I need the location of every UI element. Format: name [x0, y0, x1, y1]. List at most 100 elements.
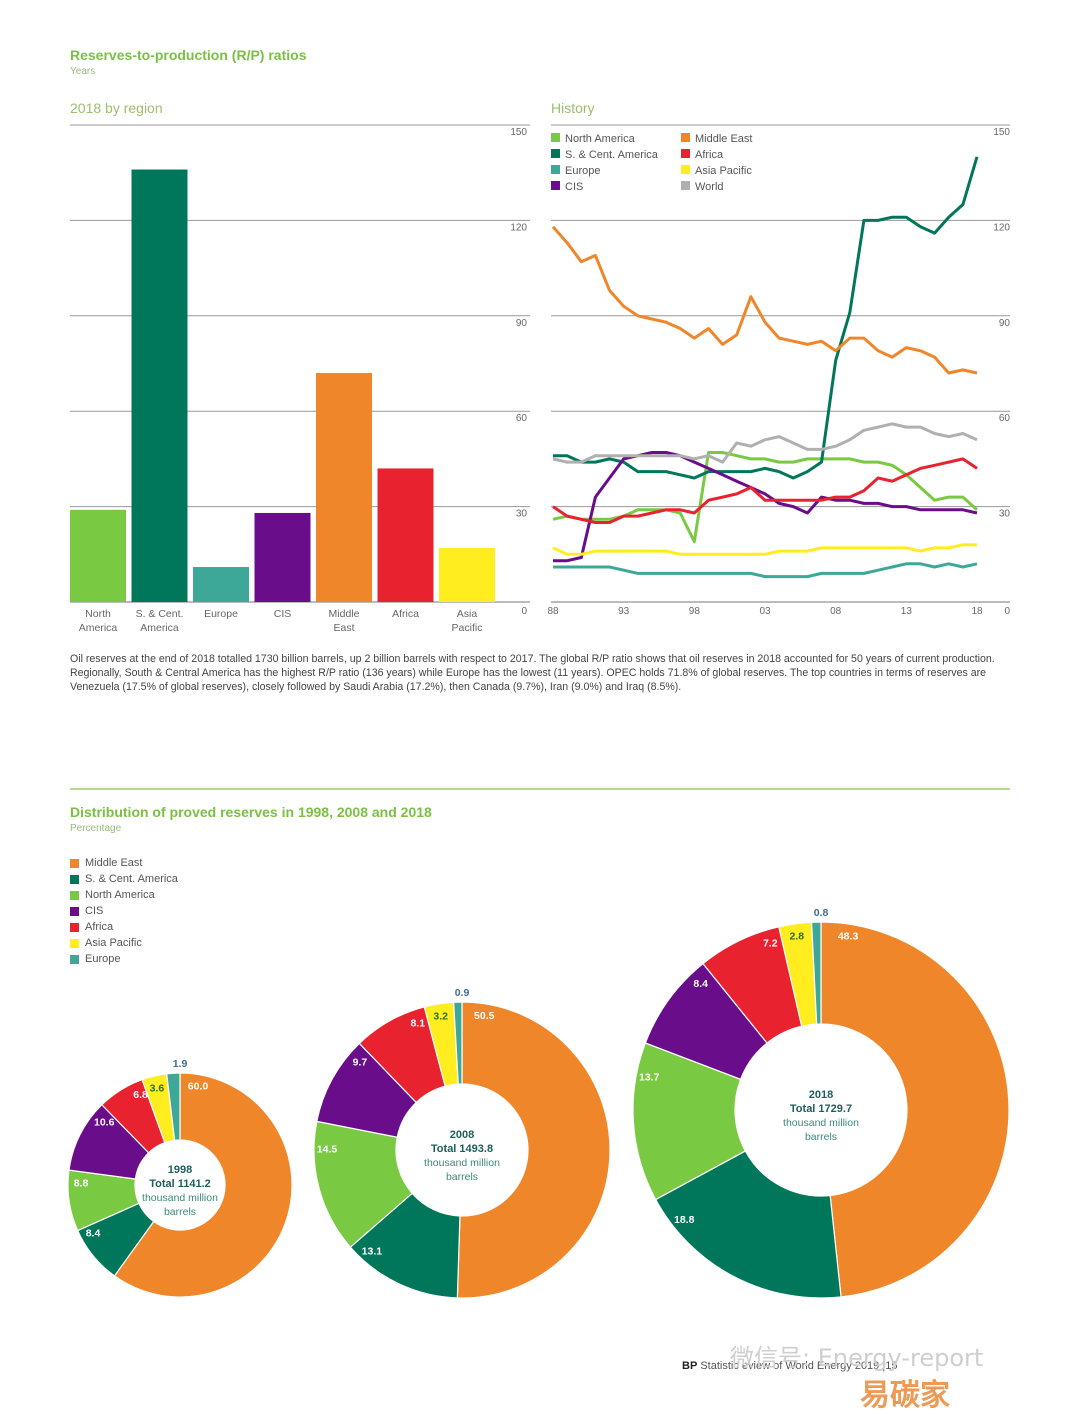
footer-brand: BP	[682, 1360, 698, 1372]
donut-legend-swatch	[70, 954, 79, 964]
bar	[193, 567, 249, 602]
donut-center-year: 2008	[450, 1129, 474, 1141]
donut-slice-label: 60.0	[188, 1081, 209, 1093]
donut-1998: 60.0 8.4 8.8 10.6 6.83.6 1.9 1998 Total 1141.2 t…	[67, 1058, 293, 1298]
footer-text2: eview of World Energy 2019	[741, 1360, 880, 1372]
donut-slice-label: 48.3	[838, 930, 859, 942]
footer-text: Statistic	[700, 1360, 739, 1372]
donut-slice-label: 8.8	[74, 1178, 89, 1190]
line-legend-swatch	[681, 181, 690, 190]
line-series	[551, 225, 978, 375]
donut-slice-label: 1.9	[173, 1058, 188, 1070]
line-legend-label: Asia Pacific	[695, 165, 752, 177]
bar-chart: 0 30 60 90 120 150 North America S. & Cent. Ameri…	[70, 124, 530, 634]
donut-slice-label: 0.9	[455, 987, 470, 999]
donut-slice	[810, 921, 822, 1025]
line-legend-swatch	[681, 149, 690, 158]
donut-legend-swatch	[70, 890, 79, 900]
section-divider	[70, 788, 1010, 790]
donut-legend: Middle East S. & Cent. America North Ameri…	[70, 855, 178, 967]
bar-chart-title: 2018 by region	[70, 100, 163, 116]
line-legend-label: Europe	[565, 165, 600, 177]
donut-slice-label: 3.2	[433, 1011, 448, 1023]
bar-category-label: North	[85, 608, 111, 620]
line-legend-swatch	[681, 165, 690, 174]
donut-slice-label: 13.7	[639, 1072, 660, 1084]
donut-legend-item: Europe	[70, 951, 178, 967]
donut-legend-label: Asia Pacific	[85, 937, 142, 949]
bar-ytick-label: 150	[510, 127, 527, 138]
line-series	[552, 543, 977, 556]
donut-slice-label: 9.7	[353, 1057, 368, 1069]
line-xtick-label: 03	[759, 606, 771, 617]
donut-legend-label: Europe	[85, 953, 121, 965]
donut-slice-label: 14.5	[317, 1143, 338, 1155]
donut-slice	[166, 1072, 181, 1141]
line-series	[552, 451, 979, 544]
donut-legend-swatch	[70, 874, 79, 884]
line-xtick-label: 98	[689, 606, 701, 617]
donut-center-unit: thousand million	[142, 1192, 218, 1204]
donut-center-unit: barrels	[164, 1206, 196, 1218]
donut-slice-label: 2.8	[789, 931, 804, 943]
donut-center-year: 2018	[809, 1089, 833, 1101]
line-ytick-label: 120	[993, 222, 1010, 233]
donut-legend-label: Middle East	[85, 857, 143, 869]
donut-slice-label: 6.8	[133, 1089, 148, 1101]
line-legend-label: S. & Cent. America	[565, 149, 659, 161]
line-legend-label: World	[695, 181, 724, 193]
donut-slice	[820, 921, 1010, 1298]
donut-slice	[113, 1072, 293, 1298]
bar-category-label: Europe	[204, 608, 238, 620]
line-series	[553, 562, 978, 579]
bar-ytick-label: 60	[516, 413, 528, 424]
section2-subtitle: Percentage	[70, 823, 122, 834]
line-legend-label: North America	[565, 133, 636, 145]
page-subtitle: Years	[70, 66, 96, 77]
donut-legend-item: Africa	[70, 919, 178, 935]
donut-slice-label: 7.2	[763, 938, 778, 950]
watermark-logo: 易碳家	[860, 1378, 950, 1413]
bar-category-label: America	[140, 622, 179, 634]
bar	[439, 547, 495, 602]
line-xtick-label: 88	[547, 606, 559, 617]
donut-slice	[313, 1120, 414, 1249]
bar-category-label: Africa	[392, 608, 419, 620]
donut-center-unit: barrels	[446, 1171, 478, 1183]
donut-center-total: Total 1141.2	[149, 1178, 211, 1190]
line-xtick-label: 18	[971, 606, 983, 617]
line-xtick-label: 93	[618, 606, 630, 617]
bar-category-label: Pacific	[452, 622, 483, 634]
donut-center-year: 1998	[168, 1164, 192, 1176]
donut-legend-item: Middle East	[70, 855, 178, 871]
donut-slice-label: 13.1	[362, 1246, 383, 1258]
bar-category-label: CIS	[274, 608, 292, 620]
bar-ytick-label: 90	[516, 318, 528, 329]
donut-charts: 60.0 8.4 8.8 10.6 6.83.6 1.9 1998 Total 1141.2 t…	[67, 907, 1010, 1299]
donut-slice-label: 8.1	[410, 1017, 425, 1029]
line-series	[553, 156, 979, 480]
donut-legend-item: Asia Pacific	[70, 935, 178, 951]
bar-category-label: America	[79, 622, 118, 634]
line-series	[552, 457, 978, 524]
line-legend-label: Africa	[695, 149, 724, 161]
donut-center-total: Total 1729.7	[790, 1103, 852, 1115]
bar	[70, 509, 126, 602]
donut-slice-label: 18.8	[674, 1214, 695, 1226]
donut-slice	[654, 1150, 842, 1299]
line-chart-title: History	[551, 100, 595, 116]
bar-category-label: Asia	[457, 608, 478, 620]
bar-ytick-label: 30	[516, 509, 528, 520]
bar-category-label: Middle	[329, 608, 360, 620]
donut-legend-item: S. & Cent. America	[70, 871, 178, 887]
line-xtick-label: 08	[830, 606, 842, 617]
donut-legend-label: North America	[85, 889, 155, 901]
line-legend-label: Middle East	[695, 133, 752, 145]
bar-category-label: East	[333, 622, 354, 634]
donut-legend-swatch	[70, 858, 79, 868]
line-ytick-label: 90	[999, 318, 1011, 329]
donut-legend-swatch	[70, 922, 79, 932]
line-ytick-label: 60	[999, 413, 1011, 424]
line-ytick-label: 30	[999, 509, 1011, 520]
bar	[131, 169, 188, 602]
